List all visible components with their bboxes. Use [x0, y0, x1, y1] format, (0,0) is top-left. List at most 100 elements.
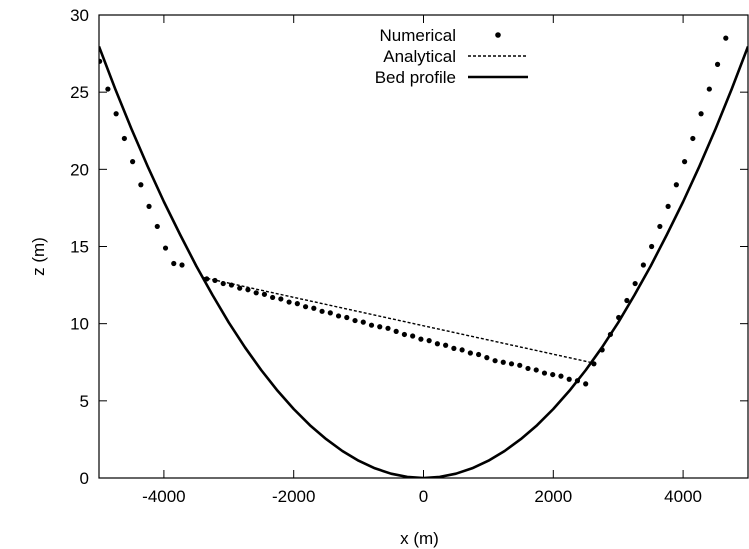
numerical-point [484, 355, 490, 361]
numerical-point [476, 351, 482, 358]
numerical-point [508, 361, 515, 367]
numerical-point [204, 276, 210, 282]
plot-area [99, 35, 748, 478]
numerical-point [616, 314, 622, 321]
numerical-point [105, 86, 111, 92]
numerical-point [723, 35, 729, 41]
numerical-point [517, 362, 523, 368]
numerical-point [434, 341, 440, 347]
numerical-point [146, 203, 152, 209]
numerical-point [130, 159, 136, 165]
numerical-point [401, 331, 408, 338]
numerical-point [673, 182, 679, 188]
numerical-point [451, 345, 457, 351]
legend-label: Numerical [379, 26, 456, 45]
numerical-point [154, 223, 160, 230]
analytical-line [202, 276, 591, 363]
y-axis-label: z (m) [29, 237, 48, 276]
numerical-point [525, 365, 531, 372]
numerical-point [665, 203, 671, 209]
numerical-point [171, 260, 177, 267]
numerical-point [533, 367, 539, 373]
numerical-point [393, 328, 399, 334]
y-tick-label: 20 [70, 160, 89, 179]
numerical-point [99, 58, 103, 64]
bed-profile-line [99, 46, 748, 478]
numerical-point [245, 287, 251, 293]
numerical-point [583, 381, 589, 387]
numerical-point [253, 290, 259, 296]
numerical-point [657, 223, 663, 230]
numerical-point [179, 262, 185, 268]
numerical-point [294, 301, 300, 307]
x-tick-label: 4000 [664, 487, 702, 506]
numerical-point [649, 243, 655, 250]
numerical-point [162, 245, 169, 251]
x-tick-label: -4000 [142, 487, 185, 506]
x-tick-label: -2000 [272, 487, 315, 506]
numerical-point [220, 280, 226, 287]
y-tick-label: 10 [70, 315, 89, 334]
numerical-point [360, 319, 366, 325]
numerical-point [368, 322, 375, 328]
x-axis-label: x (m) [400, 529, 439, 548]
numerical-point [270, 294, 276, 301]
numerical-point [344, 314, 350, 321]
numerical-point [261, 291, 268, 297]
numerical-point [228, 282, 235, 288]
y-tick-label: 5 [80, 392, 89, 411]
numerical-point [459, 347, 465, 353]
numerical-point [690, 135, 696, 142]
y-tick-label: 0 [80, 469, 89, 488]
numerical-point [681, 159, 688, 165]
numerical-point [443, 342, 449, 348]
numerical-point [278, 296, 284, 302]
numerical-point [541, 370, 548, 376]
numerical-point [714, 61, 721, 67]
numerical-point [335, 313, 342, 319]
y-tick-label: 30 [70, 6, 89, 25]
y-tick-label: 15 [70, 238, 89, 257]
numerical-point [706, 86, 712, 92]
numerical-point [467, 350, 473, 356]
numerical-point [574, 378, 581, 384]
legend-label: Bed profile [375, 68, 456, 87]
numerical-point [121, 135, 127, 142]
legend-sample-numerical [495, 32, 501, 38]
numerical-point [286, 299, 292, 305]
numerical-point [377, 324, 383, 330]
numerical-point [327, 310, 333, 316]
numerical-point [418, 336, 424, 342]
legend-label: Analytical [383, 47, 456, 66]
numerical-point [599, 347, 605, 353]
numerical-point [352, 317, 358, 324]
numerical-point [632, 280, 638, 287]
numerical-point [558, 373, 564, 379]
numerical-point [212, 277, 218, 284]
numerical-point [138, 182, 144, 188]
numerical-point [237, 285, 243, 291]
numerical-point [410, 333, 416, 339]
numerical-point [113, 111, 119, 117]
x-tick-label: 0 [419, 487, 428, 506]
y-tick-label: 25 [70, 83, 89, 102]
numerical-point [319, 308, 325, 314]
numerical-point [698, 111, 704, 117]
numerical-point [624, 297, 630, 304]
x-tick-label: 2000 [534, 487, 572, 506]
numerical-point [566, 376, 572, 382]
axes: -4000 -2000 0 2000 4000 0 5 10 15 20 25 30 x (m) z (m… [29, 6, 749, 548]
numerical-point [385, 325, 391, 331]
numerical-point [607, 331, 614, 338]
numerical-point [640, 262, 646, 268]
numerical-point [500, 359, 506, 365]
numerical-point [311, 305, 317, 311]
numerical-point [302, 304, 309, 310]
numerical-point [492, 358, 498, 364]
numerical-point [426, 338, 432, 344]
numerical-point [550, 371, 556, 378]
legend: Numerical Analytical Bed profile [375, 26, 528, 87]
numerical-point [591, 361, 597, 367]
